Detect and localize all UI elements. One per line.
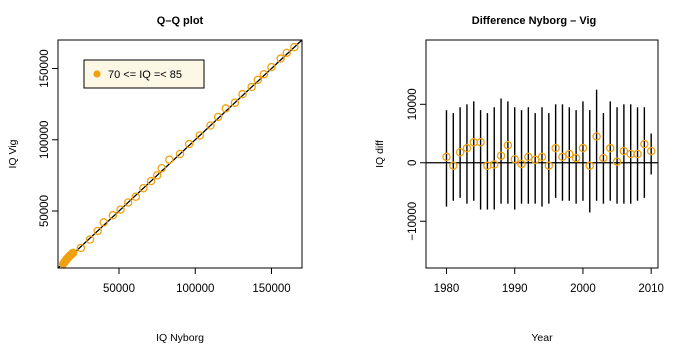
diff-point: [517, 159, 526, 169]
diff-point: [544, 161, 554, 170]
qq-point: [213, 112, 223, 122]
qq-x-tick-label: 100000: [176, 283, 214, 295]
qq-point: [146, 176, 156, 186]
qq-x-axis-label: IQ Nyborg: [156, 332, 204, 344]
qq-legend-box: [83, 59, 205, 89]
qq-y-tick-label: 50000: [39, 195, 51, 227]
diff-point: [592, 132, 601, 141]
diff-y-tick-label: −10000: [407, 202, 419, 241]
qq-point: [253, 75, 263, 85]
qq-y-tick-label: 150000: [39, 49, 51, 87]
diff-point: [537, 152, 547, 162]
qq-y-axis-label: IQ Vig: [7, 139, 19, 168]
diff-point: [455, 147, 465, 157]
qq-y-axis: 50000 100000 150000: [39, 49, 58, 227]
diff-point: [524, 152, 533, 162]
diff-point: [489, 160, 499, 169]
qq-point: [230, 98, 240, 107]
diff-point: [476, 138, 485, 147]
diff-point: [503, 140, 513, 150]
qq-point: [206, 121, 215, 130]
diff-x-tick-label: 2000: [570, 283, 596, 295]
qq-point: [282, 48, 291, 58]
qq-point: [175, 149, 185, 159]
qq-point: [276, 54, 285, 63]
qq-title: Q–Q plot: [157, 15, 204, 27]
qq-point: [93, 226, 102, 236]
qq-x-tick-label: 50000: [103, 283, 135, 295]
diff-panel: Difference Nyborg – Vig 1980 1990 2000 2010…: [374, 15, 664, 344]
diff-y-axis: −10000 0 10000: [407, 88, 426, 241]
qq-point: [76, 243, 86, 253]
qq-point: [69, 248, 78, 258]
diff-point: [558, 152, 567, 162]
qq-axes-box: [57, 39, 303, 269]
diff-point: [585, 161, 595, 170]
qq-x-tick-label: 150000: [252, 283, 290, 295]
diff-point: [496, 151, 506, 161]
diff-point: [510, 155, 519, 164]
qq-x-axis: 50000 100000 150000: [103, 268, 291, 295]
diff-x-axis-label: Year: [531, 332, 553, 344]
qq-legend: 70 <= IQ =< 85: [83, 59, 205, 89]
diff-point: [612, 157, 622, 166]
diff-x-tick-label: 2010: [638, 283, 664, 295]
diff-point: [633, 149, 642, 159]
qq-point: [221, 104, 230, 113]
diff-point: [530, 155, 540, 165]
diff-x-axis: 1980 1990 2000 2010: [434, 268, 664, 295]
qq-point: [165, 155, 174, 164]
diff-plot-area: [426, 89, 658, 213]
qq-point: [99, 218, 109, 227]
diff-point: [565, 149, 574, 159]
diff-point: [646, 146, 656, 156]
diff-point: [551, 143, 560, 153]
qq-point: [108, 211, 118, 220]
diff-y-tick-label: 0: [407, 160, 419, 166]
qq-y-tick-label: 100000: [39, 121, 51, 159]
diff-point: [578, 143, 588, 153]
qq-point: [184, 139, 194, 149]
diff-x-tick-label: 1980: [434, 283, 460, 295]
diff-point: [640, 139, 649, 149]
qq-point: [157, 163, 166, 173]
diff-axes-box: [425, 39, 659, 269]
diff-point: [449, 161, 458, 170]
diff-point: [571, 153, 581, 163]
diff-y-axis-label: IQ diff: [374, 140, 386, 168]
qq-point: [116, 205, 125, 214]
diff-point: [442, 152, 451, 162]
qq-legend-marker: [93, 70, 101, 78]
qq-point: [139, 183, 148, 193]
qq-point: [290, 42, 299, 52]
qq-point: [85, 235, 95, 244]
qq-point: [131, 192, 141, 201]
qq-point: [67, 249, 76, 259]
diff-title: Difference Nyborg – Vig: [472, 15, 597, 27]
diff-x-tick-label: 1990: [502, 283, 528, 295]
qq-point: [152, 171, 162, 180]
diff-y-tick-label: 10000: [407, 88, 419, 120]
qq-point: [259, 69, 269, 79]
diff-point: [605, 143, 615, 153]
qq-point: [123, 198, 133, 207]
qq-legend-label: 70 <= IQ =< 85: [108, 69, 182, 81]
diff-point: [619, 146, 629, 156]
diff-point: [462, 143, 472, 153]
qq-plot-area: [57, 39, 303, 269]
diff-point: [599, 153, 608, 163]
qq-point: [195, 131, 205, 140]
qq-point: [247, 82, 256, 92]
qq-panel: Q–Q plot 50000 100000 150000 50000 100000 15…: [7, 15, 303, 344]
qq-point: [238, 89, 247, 99]
qq-point: [267, 62, 276, 72]
